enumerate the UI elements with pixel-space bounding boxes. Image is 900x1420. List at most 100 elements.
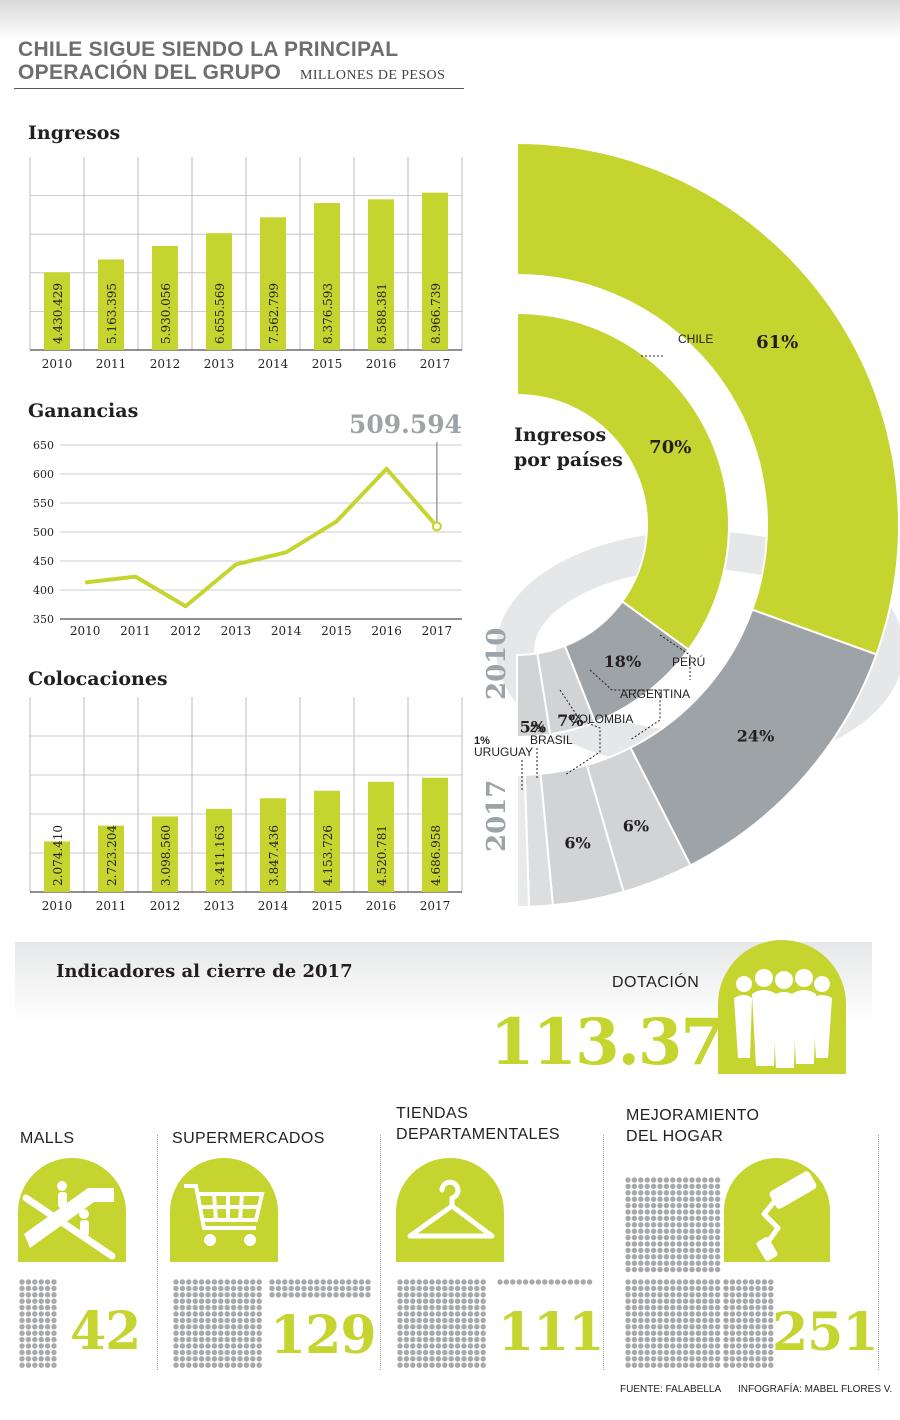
donut-2010-colombia-pct: 5% bbox=[520, 717, 546, 736]
hogar-dots-a-dot bbox=[663, 1215, 670, 1222]
ingresos-bar-label: 7.562.799 bbox=[267, 283, 281, 344]
super-dots-a-dot bbox=[230, 1324, 237, 1330]
hogar-dots-a-dot bbox=[702, 1209, 708, 1215]
hogar-dots-b-dot bbox=[644, 1324, 650, 1330]
ganancias-y-tick: 350 bbox=[33, 613, 54, 626]
ingresos-x-tick: 2014 bbox=[258, 357, 289, 371]
ganancias-x-tick: 2010 bbox=[70, 624, 101, 638]
tiendas-dots-b-dot bbox=[561, 1279, 567, 1285]
tiendas-dots-a-dot bbox=[442, 1356, 448, 1362]
hogar-dots-a-dot bbox=[702, 1260, 708, 1266]
hogar-dots-b-dot bbox=[714, 1356, 721, 1362]
hogar-dots-b-dot bbox=[631, 1324, 638, 1330]
super-dots-a-dot bbox=[250, 1292, 256, 1298]
hogar-dots-a-dot bbox=[663, 1190, 670, 1196]
hogar-dots-a-dot bbox=[682, 1247, 689, 1254]
malls-dots-dot bbox=[44, 1279, 51, 1285]
malls-dots-dot bbox=[32, 1349, 38, 1356]
hogar-dots-b-dot bbox=[644, 1285, 650, 1292]
hogar-dots-c-dot bbox=[729, 1362, 736, 1368]
super-dots-a-dot bbox=[256, 1356, 262, 1362]
tiendas-dots-a-dot bbox=[442, 1311, 448, 1317]
hogar-dots-c-dot bbox=[768, 1362, 774, 1368]
hogar-dots-b-dot bbox=[689, 1285, 695, 1292]
hogar-dots-a-dot bbox=[689, 1183, 695, 1190]
hogar-dots-b-dot bbox=[670, 1292, 676, 1298]
tiendas-dots-b-dot bbox=[574, 1279, 580, 1285]
super-dots-a-dot bbox=[198, 1285, 205, 1292]
hogar-dots-a-dot bbox=[689, 1247, 695, 1254]
tiendas-dots-a-dot bbox=[397, 1311, 403, 1317]
hogar-dots-a-dot bbox=[714, 1266, 721, 1273]
hogar-dots-b-dot bbox=[702, 1317, 708, 1324]
hogar-dots-c-dot bbox=[736, 1311, 742, 1317]
hogar-dots-b-dot bbox=[695, 1330, 702, 1336]
tiendas-dots-a-dot bbox=[403, 1356, 410, 1362]
hogar-dots-b-dot bbox=[638, 1330, 644, 1336]
hogar-dots-a-dot bbox=[714, 1209, 721, 1215]
hogar-dots-a-dot bbox=[695, 1260, 702, 1266]
super-dots-a-dot bbox=[186, 1298, 192, 1304]
hogar-dots-a-dot bbox=[650, 1215, 657, 1222]
tiendas-dots-a-dot bbox=[467, 1362, 474, 1368]
tiendas-dots-a-dot bbox=[454, 1292, 461, 1298]
ingresos-bar-label: 8.966.739 bbox=[429, 283, 443, 344]
hogar-dots-c-dot bbox=[755, 1285, 761, 1292]
hogar-dots-b-dot bbox=[644, 1362, 650, 1368]
super-dots-a-dot bbox=[224, 1330, 230, 1336]
super-dots-a-dot bbox=[243, 1362, 250, 1368]
ingresos-bar-label: 4.430.429 bbox=[51, 283, 65, 344]
hogar-dots-a-dot bbox=[708, 1196, 714, 1202]
hogar-dots-c-dot bbox=[768, 1343, 774, 1349]
tiendas-dots-a-dot bbox=[442, 1330, 448, 1336]
hogar-dots-b-dot bbox=[714, 1330, 721, 1336]
super-dots-a-dot bbox=[173, 1349, 179, 1356]
hogar-dots-b-dot bbox=[714, 1285, 721, 1292]
chile-label: CHILE bbox=[678, 332, 713, 346]
tiendas-dots-a-dot bbox=[429, 1311, 435, 1317]
super-dots-a-dot bbox=[211, 1298, 218, 1304]
donut-2017-uruguay-slice bbox=[516, 773, 531, 909]
super-dots-a-dot bbox=[173, 1336, 179, 1343]
hogar-dots-a-dot bbox=[708, 1222, 714, 1228]
super-dots-b-dot bbox=[269, 1285, 275, 1292]
hogar-dots-b-dot bbox=[650, 1317, 657, 1324]
hogar-dots-a-dot bbox=[695, 1222, 702, 1228]
hogar-dots-a-dot bbox=[689, 1228, 695, 1234]
super-dots-a-dot bbox=[230, 1336, 237, 1343]
tiendas-dots-a-dot bbox=[429, 1324, 435, 1330]
tiendas-dots-b-dot bbox=[497, 1279, 503, 1285]
hogar-dots-b-dot bbox=[714, 1349, 721, 1356]
tiendas-dots-a-dot bbox=[422, 1311, 429, 1317]
hogar-dots-b-dot bbox=[631, 1362, 638, 1368]
super-dots-a-dot bbox=[211, 1362, 218, 1368]
hogar-dots-b-dot bbox=[714, 1279, 721, 1285]
super-dots-b-dot bbox=[282, 1292, 288, 1298]
super-dots-a-dot bbox=[237, 1343, 243, 1349]
super-dots-a-dot bbox=[186, 1292, 192, 1298]
malls-dots-dot bbox=[44, 1356, 51, 1362]
hogar-dots-c-dot bbox=[742, 1362, 748, 1368]
ingresos-x-tick: 2010 bbox=[42, 357, 73, 371]
malls-dots-dot bbox=[44, 1304, 51, 1311]
tiendas-dots-a-dot bbox=[429, 1349, 435, 1356]
hogar-dots-b-dot bbox=[631, 1330, 638, 1336]
super-dots-a-dot bbox=[173, 1304, 179, 1311]
hogar-dots-c-dot bbox=[761, 1298, 768, 1304]
hogar-dots-b-dot bbox=[708, 1362, 714, 1368]
hogar-dots-b-dot bbox=[702, 1336, 708, 1343]
super-dots-a-dot bbox=[256, 1298, 262, 1304]
tiendas-dots-b-dot bbox=[510, 1279, 516, 1285]
hogar-dots-a-dot bbox=[682, 1202, 689, 1209]
super-dots-b-dot bbox=[275, 1285, 282, 1292]
tiendas-dots-a-dot bbox=[454, 1285, 461, 1292]
hogar-dots-a-dot bbox=[670, 1266, 676, 1273]
hogar-dots-b-dot bbox=[663, 1317, 670, 1324]
ganancias-x-tick: 2015 bbox=[321, 624, 352, 638]
tiendas-dots-a-dot bbox=[435, 1311, 442, 1317]
hogar-dots-a-dot bbox=[689, 1215, 695, 1222]
malls-dots-dot bbox=[25, 1362, 32, 1368]
super-dots-a-dot bbox=[230, 1279, 237, 1285]
super-dots-a-dot bbox=[179, 1330, 186, 1336]
ingresos-x-tick: 2016 bbox=[366, 357, 397, 371]
